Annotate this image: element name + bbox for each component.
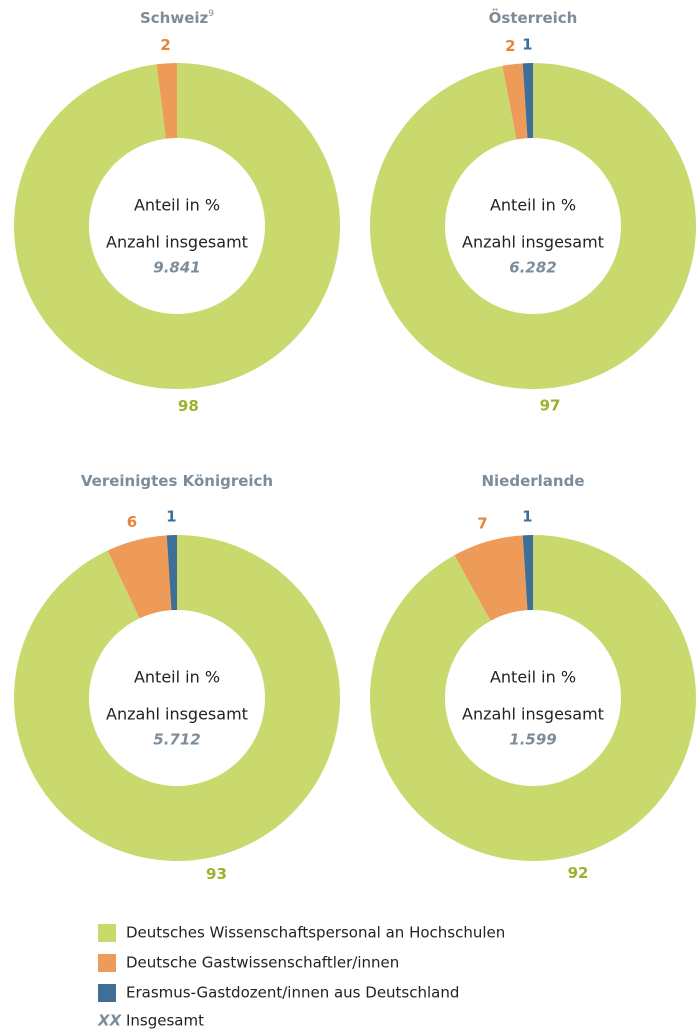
slice-label: 92 xyxy=(568,864,589,882)
slice-label: 7 xyxy=(477,515,487,533)
legend-total-label: Insgesamt xyxy=(126,1012,204,1030)
donut-slice xyxy=(13,63,340,389)
donut-slice xyxy=(502,63,528,140)
legend-swatch xyxy=(98,954,116,972)
donut-slice xyxy=(369,63,696,389)
slice-label: 2 xyxy=(160,36,170,54)
donut-slice xyxy=(107,535,172,619)
chart-title: Niederlande xyxy=(481,472,584,490)
slice-label: 2 xyxy=(505,37,515,55)
center-label: Anteil in % xyxy=(134,196,220,215)
donut-slice xyxy=(13,535,340,862)
legend-total-marker: XX xyxy=(97,1012,123,1030)
chart-title: Vereinigtes Königreich xyxy=(81,472,273,490)
donut-slice xyxy=(166,535,177,611)
slice-label: 93 xyxy=(206,865,227,883)
donut-slice xyxy=(156,63,177,139)
chart-title-text: Vereinigtes Königreich xyxy=(81,472,273,490)
center-label: Anteil in % xyxy=(490,668,576,687)
center-label: Anteil in % xyxy=(490,196,576,215)
donut-slice xyxy=(522,535,533,611)
chart-title-text: Schweiz xyxy=(140,9,209,27)
slice-label: 1 xyxy=(166,508,176,526)
chart-title: Schweiz9 xyxy=(140,9,214,27)
center-label: Anteil in % xyxy=(134,668,220,687)
center-total: 9.841 xyxy=(153,259,200,277)
center-total: 5.712 xyxy=(153,731,200,749)
center-total: 1.599 xyxy=(509,731,556,749)
center-total: 6.282 xyxy=(509,259,556,277)
legend-label: Deutsches Wissenschaftspersonal an Hochs… xyxy=(126,924,505,942)
center-label: Anzahl insgesamt xyxy=(462,705,604,724)
slice-label: 6 xyxy=(127,513,137,531)
donut-slice xyxy=(369,535,696,862)
donut-slice xyxy=(454,535,528,621)
slice-label: 97 xyxy=(540,397,561,415)
legend-label: Erasmus-Gastdozent/innen aus Deutschland xyxy=(126,984,459,1002)
center-label: Anzahl insgesamt xyxy=(106,705,248,724)
chart-title-text: Österreich xyxy=(489,8,578,27)
slice-label: 98 xyxy=(178,397,199,415)
donut-slice xyxy=(522,63,533,139)
legend-label: Deutsche Gastwissenschaftler/innen xyxy=(126,954,399,972)
slice-label: 1 xyxy=(522,36,532,54)
center-label: Anzahl insgesamt xyxy=(462,233,604,252)
chart-title-text: Niederlande xyxy=(481,472,584,490)
footnote: 9 xyxy=(208,9,214,19)
slice-label: 1 xyxy=(522,508,532,526)
legend-swatch xyxy=(98,924,116,942)
chart-title: Österreich xyxy=(489,8,578,27)
center-label: Anzahl insgesamt xyxy=(106,233,248,252)
legend-swatch xyxy=(98,984,116,1002)
